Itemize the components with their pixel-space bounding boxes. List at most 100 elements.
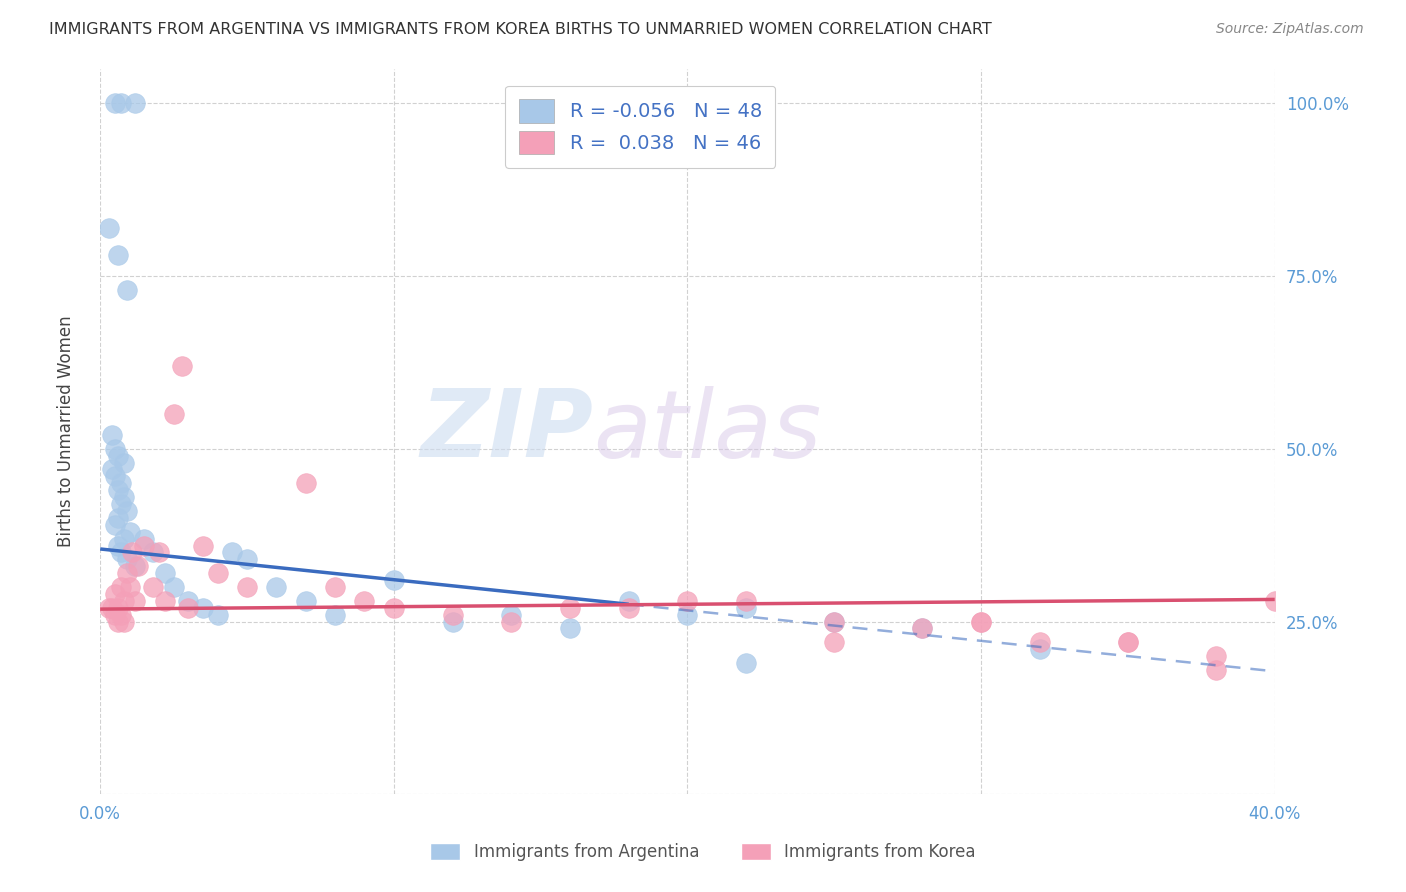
Point [294, 476, 316, 491]
Point [177, 600, 200, 615]
Point [115, 504, 138, 518]
Point [323, 607, 346, 622]
Point [676, 594, 699, 608]
Point [558, 622, 581, 636]
Point [1116, 635, 1139, 649]
Y-axis label: Births to Unmarried Women: Births to Unmarried Women [58, 316, 75, 548]
Point [1116, 635, 1139, 649]
Point [121, 545, 143, 559]
Point [153, 594, 176, 608]
Point [104, 587, 127, 601]
Point [823, 615, 845, 629]
Point [101, 462, 124, 476]
Point [142, 545, 165, 559]
Point [104, 96, 127, 111]
Point [148, 545, 170, 559]
Point [107, 449, 129, 463]
Point [104, 517, 127, 532]
Point [735, 600, 758, 615]
Point [107, 511, 129, 525]
Point [153, 566, 176, 581]
Text: ZIP: ZIP [420, 385, 593, 477]
Point [911, 622, 934, 636]
Point [676, 607, 699, 622]
Legend: Immigrants from Argentina, Immigrants from Korea: Immigrants from Argentina, Immigrants fr… [418, 830, 988, 875]
Point [115, 552, 138, 566]
Point [104, 442, 127, 456]
Point [1205, 663, 1227, 677]
Text: Source: ZipAtlas.com: Source: ZipAtlas.com [1216, 22, 1364, 37]
Point [236, 552, 259, 566]
Point [101, 428, 124, 442]
Point [118, 524, 141, 539]
Point [735, 594, 758, 608]
Point [911, 622, 934, 636]
Point [112, 594, 135, 608]
Point [142, 580, 165, 594]
Point [735, 656, 758, 670]
Point [236, 580, 259, 594]
Point [1029, 642, 1052, 657]
Point [112, 615, 135, 629]
Point [501, 607, 523, 622]
Point [134, 539, 156, 553]
Point [110, 96, 132, 111]
Point [970, 615, 993, 629]
Point [207, 607, 229, 622]
Point [110, 607, 132, 622]
Point [382, 600, 405, 615]
Point [1205, 649, 1227, 664]
Text: atlas: atlas [593, 386, 821, 477]
Point [118, 580, 141, 594]
Point [353, 594, 375, 608]
Point [112, 532, 135, 546]
Point [294, 594, 316, 608]
Point [617, 594, 640, 608]
Point [124, 559, 146, 574]
Point [110, 580, 132, 594]
Text: IMMIGRANTS FROM ARGENTINA VS IMMIGRANTS FROM KOREA BIRTHS TO UNMARRIED WOMEN COR: IMMIGRANTS FROM ARGENTINA VS IMMIGRANTS … [49, 22, 993, 37]
Point [162, 407, 184, 421]
Point [177, 594, 200, 608]
Point [115, 283, 138, 297]
Point [107, 539, 129, 553]
Point [501, 615, 523, 629]
Point [1264, 594, 1286, 608]
Point [970, 615, 993, 629]
Point [207, 566, 229, 581]
Point [221, 545, 243, 559]
Point [98, 600, 121, 615]
Point [110, 476, 132, 491]
Point [101, 600, 124, 615]
Point [134, 532, 156, 546]
Point [107, 600, 129, 615]
Point [127, 559, 149, 574]
Point [110, 497, 132, 511]
Point [124, 594, 146, 608]
Point [617, 600, 640, 615]
Point [112, 456, 135, 470]
Point [107, 615, 129, 629]
Point [104, 469, 127, 483]
Point [191, 600, 214, 615]
Point [107, 483, 129, 498]
Point [323, 580, 346, 594]
Point [382, 573, 405, 587]
Point [441, 615, 464, 629]
Point [110, 545, 132, 559]
Point [124, 96, 146, 111]
Point [107, 248, 129, 262]
Point [172, 359, 194, 373]
Point [823, 615, 845, 629]
Point [1029, 635, 1052, 649]
Point [115, 566, 138, 581]
Point [823, 635, 845, 649]
Legend: R = -0.056   N = 48, R =  0.038   N = 46: R = -0.056 N = 48, R = 0.038 N = 46 [505, 86, 776, 168]
Point [266, 580, 288, 594]
Point [162, 580, 184, 594]
Point [558, 600, 581, 615]
Point [98, 220, 121, 235]
Point [441, 607, 464, 622]
Point [104, 607, 127, 622]
Point [191, 539, 214, 553]
